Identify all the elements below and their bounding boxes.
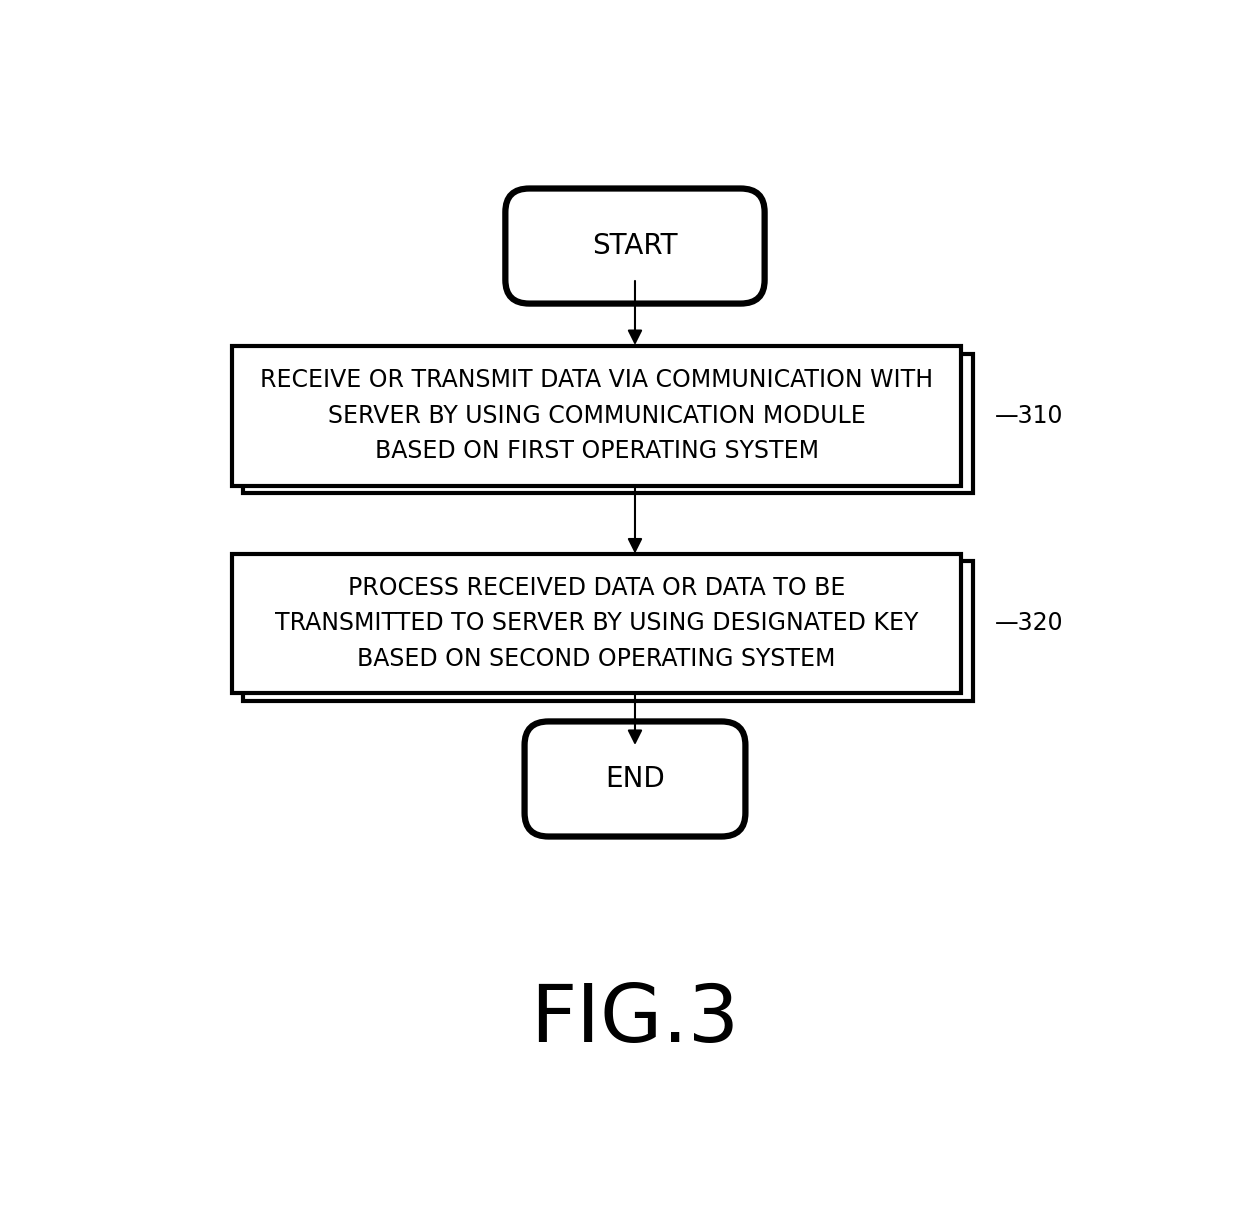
Bar (243, 561, 973, 701)
Text: START: START (592, 232, 678, 260)
Text: —310: —310 (995, 404, 1063, 428)
Bar (243, 354, 973, 494)
Text: END: END (605, 764, 665, 793)
FancyBboxPatch shape (524, 722, 746, 837)
Text: FIG.3: FIG.3 (530, 980, 740, 1058)
Text: PROCESS RECEIVED DATA OR DATA TO BE
TRANSMITTED TO SERVER BY USING DESIGNATED KE: PROCESS RECEIVED DATA OR DATA TO BE TRAN… (275, 576, 918, 671)
Text: —320: —320 (995, 611, 1064, 636)
Text: RECEIVE OR TRANSMIT DATA VIA COMMUNICATION WITH
SERVER BY USING COMMUNICATION MO: RECEIVE OR TRANSMIT DATA VIA COMMUNICATI… (260, 369, 933, 463)
Bar (232, 345, 961, 485)
FancyBboxPatch shape (506, 189, 764, 304)
Bar (232, 554, 961, 693)
